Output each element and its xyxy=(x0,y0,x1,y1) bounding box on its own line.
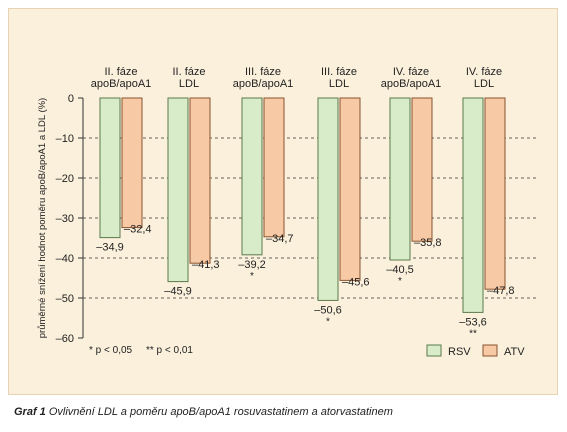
data-label: –41,3 xyxy=(192,259,220,271)
legend-label-rsv: RSV xyxy=(448,346,471,358)
figure-caption: Graf 1 Ovlivnění LDL a poměru apoB/apoA1… xyxy=(14,406,393,418)
significance-footnote: * p < 0,05 ** p < 0,01 xyxy=(89,345,193,356)
bar-atv xyxy=(121,97,143,229)
data-label: –34,9 xyxy=(96,242,124,254)
category-label-line2: LDL xyxy=(179,78,199,90)
y-tick-label: –40 xyxy=(56,253,74,265)
data-label: –32,4 xyxy=(124,224,152,236)
data-label: –47,8 xyxy=(487,285,515,297)
significance-mark: * xyxy=(326,316,330,327)
caption-text: Ovlivnění LDL a poměru apoB/apoA1 rosuva… xyxy=(45,406,393,418)
legend-swatch-rsv xyxy=(426,344,442,357)
category-label-line1: IV. fáze xyxy=(466,66,502,78)
legend-swatch-atv xyxy=(482,344,498,357)
chart-panel: 0 –10 –20 –30 –40 –50 –60 průměrné snížení hodn… xyxy=(8,8,558,395)
category-label-line2: apoB/apoA1 xyxy=(233,78,294,90)
category-label-line1: II. fáze xyxy=(104,66,137,78)
bar-rsv xyxy=(167,97,189,283)
bar-rsv xyxy=(462,97,484,313)
bar-atv xyxy=(339,97,361,281)
bar-rsv xyxy=(99,97,121,239)
data-label: –40,5 xyxy=(386,264,414,276)
bar-atv xyxy=(189,97,211,264)
data-label: –39,2 xyxy=(238,259,266,271)
data-label: –45,6 xyxy=(342,276,370,288)
bar-atv xyxy=(411,97,433,242)
category-label-line1: III. fáze xyxy=(321,66,357,78)
data-label: –53,6 xyxy=(459,316,487,328)
y-tick-label: –10 xyxy=(56,133,74,145)
y-tick-label: –60 xyxy=(56,333,74,345)
category-label-line1: IV. fáze xyxy=(393,66,429,78)
y-tick-label: –50 xyxy=(56,293,74,305)
significance-mark: * xyxy=(398,276,402,287)
bar-atv xyxy=(263,97,285,238)
bar-chart: 0 –10 –20 –30 –40 –50 –60 průměrné snížení hodn… xyxy=(37,66,537,358)
significance-mark: * xyxy=(250,271,254,282)
y-axis-label: průměrné snížení hodnot poměru apoB/apoA… xyxy=(37,98,48,338)
data-label: –34,7 xyxy=(266,233,294,245)
bar-atv xyxy=(484,97,506,290)
category-label-line1: II. fáze xyxy=(172,66,205,78)
bar-rsv xyxy=(241,97,263,256)
data-label: –45,9 xyxy=(164,286,192,298)
y-tick-label: –30 xyxy=(56,213,74,225)
category-label-line2: apoB/apoA1 xyxy=(91,78,152,90)
category-label-line2: apoB/apoA1 xyxy=(381,78,442,90)
bar-rsv xyxy=(389,97,411,261)
legend-label-atv: ATV xyxy=(504,346,525,358)
category-label-line2: LDL xyxy=(329,78,349,90)
data-label: –50,6 xyxy=(314,304,342,316)
bar-rsv xyxy=(317,97,339,301)
category-label-line1: III. fáze xyxy=(245,66,281,78)
category-label-line2: LDL xyxy=(474,78,494,90)
y-tick-label: 0 xyxy=(68,93,74,105)
caption-label: Graf 1 xyxy=(14,406,46,418)
significance-mark: ** xyxy=(469,328,477,339)
data-label: –35,8 xyxy=(414,237,442,249)
y-tick-label: –20 xyxy=(56,173,74,185)
